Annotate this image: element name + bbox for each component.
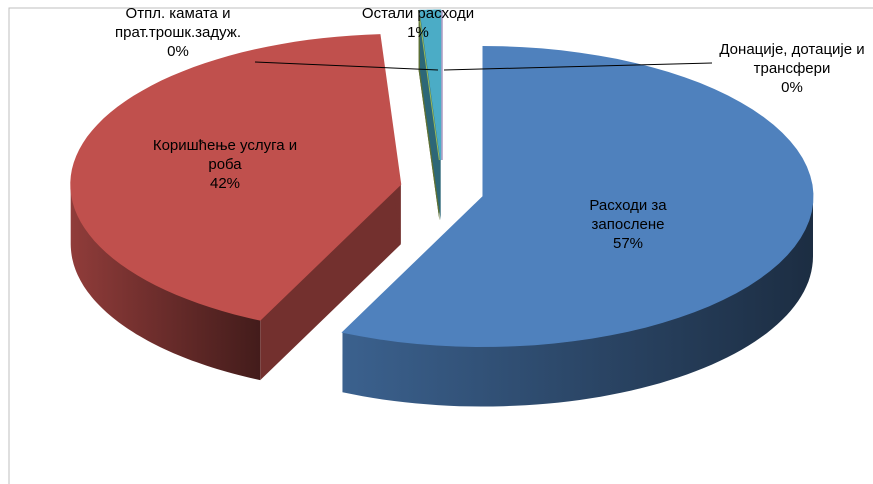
label-value: 42% bbox=[209, 175, 241, 192]
data-label: Коришћење услуга и роба 42% bbox=[150, 136, 300, 193]
label-value: 1% bbox=[407, 24, 429, 41]
data-label: Остали расходи 1% bbox=[343, 4, 493, 42]
leader-line bbox=[443, 62, 713, 71]
slice-face bbox=[419, 10, 441, 221]
label-name: Остали расходи bbox=[361, 5, 475, 22]
slice-face bbox=[260, 184, 401, 381]
label-name: Донације, дотације и трансфери bbox=[719, 41, 865, 77]
data-label: Расходи за запослене 57% bbox=[563, 196, 693, 253]
slice bbox=[419, 10, 441, 221]
label-name: Коришћење услуга и роба bbox=[152, 137, 298, 173]
slice-side bbox=[342, 196, 813, 407]
slice-top bbox=[418, 10, 440, 161]
frame bbox=[8, 7, 873, 484]
leader-line bbox=[254, 61, 439, 71]
label-name: Отпл. камата и прат.трошк.задуж. bbox=[114, 5, 241, 41]
label-value: 57% bbox=[612, 235, 644, 252]
slice-top bbox=[70, 34, 402, 321]
data-label: Донације, дотације и трансфери 0% bbox=[710, 40, 873, 97]
slice-side bbox=[70, 184, 261, 381]
label-name: Расходи за запослене bbox=[589, 197, 667, 233]
label-value: 0% bbox=[781, 79, 803, 96]
data-label: Отпл. камата и прат.трошк.задуж. 0% bbox=[93, 4, 263, 61]
slice-top bbox=[341, 45, 814, 348]
label-value: 0% bbox=[167, 43, 189, 60]
slice-top bbox=[419, 9, 442, 161]
